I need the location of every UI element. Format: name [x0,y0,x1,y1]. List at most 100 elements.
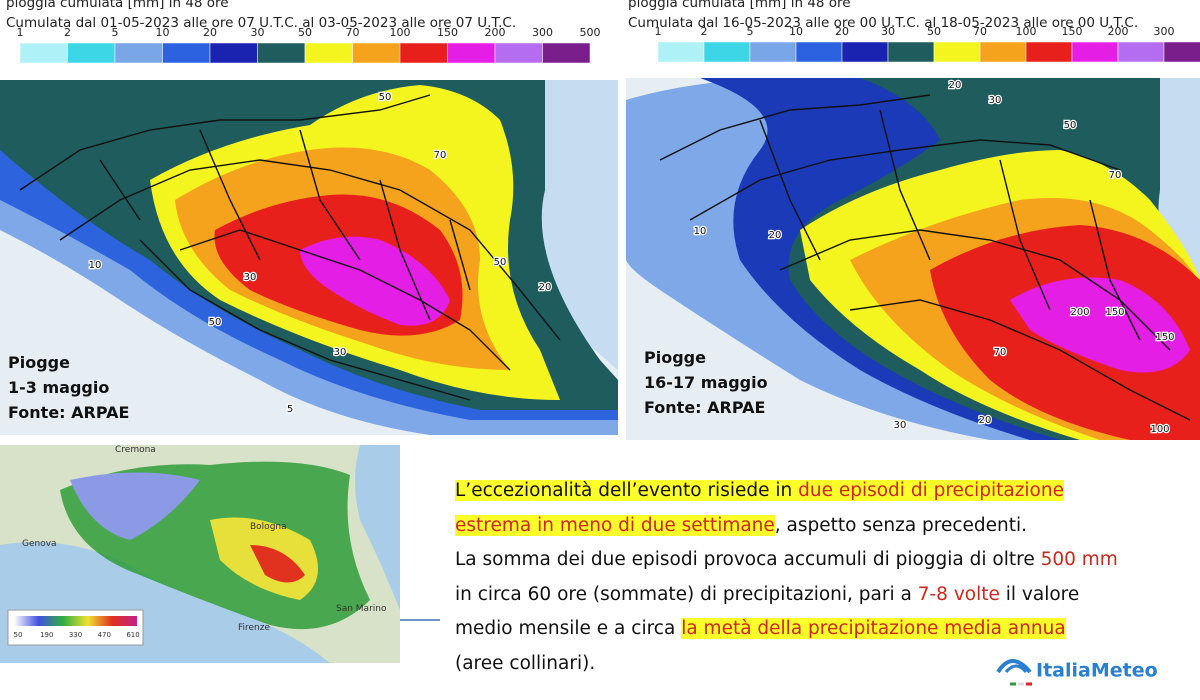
right-map-title: pioggia cumulata [mm] in 48 ore [628,0,851,11]
contour-label: 50 [209,317,222,328]
caption-line: Fonte: ARPAE [644,398,766,417]
right-map [626,78,1200,440]
text-line: estrema in meno di due settimane, aspett… [455,509,1118,544]
scale-label: 1 [17,26,24,39]
scale-swatch [1071,41,1119,63]
text-line: medio mensile e a circa la metà della pr… [455,612,1118,647]
text-segment: La somma dei due episodi provoca accumul… [455,549,1041,570]
scale-label: 150 [1062,25,1083,38]
text-segment: medio mensile e a circa [455,618,682,639]
caption-line: Piogge [644,348,706,367]
rain-150 [300,236,450,326]
caption-line: Fonte: ARPAE [8,403,130,422]
logo-arc [996,659,1032,674]
legend-label: 50 [14,631,23,639]
caption-line: 16-17 maggio [644,373,768,392]
scale-swatch [657,41,705,63]
text-segment: estrema in meno di due settimane [455,514,775,536]
scale-swatch [67,42,116,64]
contour-label: 50 [1064,120,1077,131]
contour-label: 100 [1150,424,1169,435]
scale-label: 500 [580,26,601,39]
scale-swatch [494,42,543,64]
scale-label: 70 [346,26,360,39]
scale-label: 1 [655,25,662,38]
scale-label: 100 [1016,25,1037,38]
contour-label: 50 [494,257,507,268]
contour-label: 30 [989,95,1002,106]
scale-swatch [1117,41,1165,63]
scale-label: 10 [156,26,170,39]
scale-label: 200 [1108,25,1129,38]
scale-label: 150 [437,26,458,39]
scale-swatch [19,42,68,64]
contour-label: 50 [379,92,392,103]
basins [19,94,561,401]
rain-150 [1010,277,1190,373]
contour-label: 20 [539,282,552,293]
contour-label: 150 [1105,307,1124,318]
left-map-subtitle: Cumulata dal 01-05-2023 alle ore 07 U.T.… [6,15,517,31]
scale-label: 30 [251,26,265,39]
contour-label: 70 [434,150,447,161]
contour-label: 20 [949,80,962,91]
scale-swatch [887,41,935,63]
basins [659,94,1191,421]
place-label: Cremona [115,445,156,455]
scale-label: 30 [881,25,895,38]
place-label: Genova [22,539,57,549]
scale-label: 2 [64,26,71,39]
scale-swatch [399,42,448,64]
scale-label: 50 [298,26,312,39]
place-label: Bologna [250,522,287,532]
contour-label: 5 [287,404,293,415]
rain-min [70,472,200,540]
caption-line: Piogge [8,353,70,372]
place-label: Firenze [238,623,270,633]
logo-arc [1004,664,1028,674]
left-map-title: pioggia cumulata [mm] in 48 ore [6,0,229,11]
text-segment: due episodi di precipitazione [798,480,1064,501]
text-line: (aree collinari). [455,647,1118,682]
scale-swatch [933,41,981,63]
text-segment: la metà della precipitazione media annua [681,618,1066,639]
scale-label: 300 [532,26,553,39]
text-segment: (aree collinari). [455,652,596,674]
logo: ItaliaMeteo [996,659,1158,686]
text-segment: in circa 60 ore (sommate) di precipitazi… [455,583,918,605]
scale-label: 100 [390,26,411,39]
scale-swatch [162,42,211,64]
scale-swatch [209,42,258,64]
logo-text: ItaliaMeteo [1036,660,1158,682]
scale-swatch [352,42,401,64]
scale-label: 10 [789,25,803,38]
scale-swatch [1163,41,1200,63]
right-map-subtitle: Cumulata dal 16-05-2023 alle ore 00 U.T.… [628,15,1139,31]
contour-label: 10 [89,260,102,271]
text-segment: L’eccezionalità dell’evento risiede in [455,480,799,501]
text-line: La somma dei due episodi provoca accumul… [455,543,1118,578]
scale-label: 2 [701,25,708,38]
contour-label: 70 [1109,170,1122,181]
scale-label: 5 [112,26,119,39]
scale-label: 70 [973,25,987,38]
rain-high [250,545,305,583]
text-block: L’eccezionalità dell’evento risiede in d… [455,474,1118,681]
map-caption: Piogge 1-3 maggio Fonte: ARPAE [8,350,129,425]
scale-swatch [749,41,797,63]
legend-label: 330 [69,631,82,639]
contour-label: 70 [994,347,1007,358]
scale-label: 20 [835,25,849,38]
scale-swatch [1025,41,1073,63]
text-line: in circa 60 ore (sommate) di precipitazi… [455,578,1118,613]
text-segment: 500 mm [1040,549,1118,570]
scale-swatch [795,41,843,63]
legend-gradient [14,616,137,626]
contour-label: 10 [694,226,707,237]
contour-label: 30 [894,420,907,431]
contour-label: 20 [769,230,782,241]
scale-swatch [257,42,306,64]
legend-label: 190 [40,631,53,639]
contour-label: 150 [1155,332,1174,343]
